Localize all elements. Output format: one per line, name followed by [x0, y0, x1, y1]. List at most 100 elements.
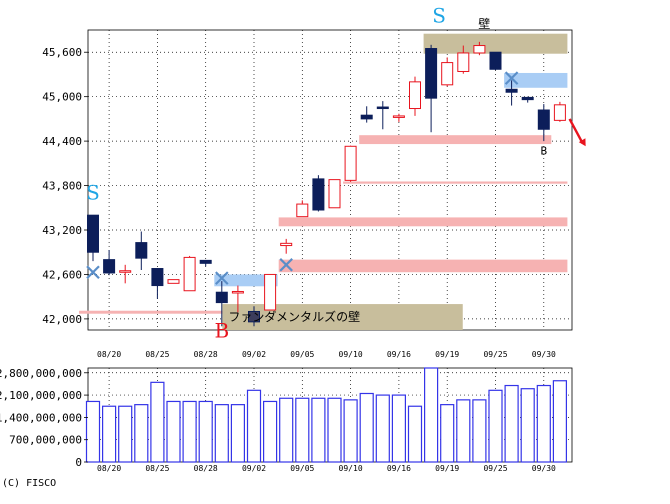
candle-up	[183, 256, 196, 292]
volume-y-tick-label: 2,800,000,000	[0, 367, 82, 380]
cross-marker	[215, 271, 229, 285]
volume-bar	[118, 405, 133, 463]
volume-bar	[295, 397, 310, 463]
volume-y-tick-label: 0	[75, 456, 82, 469]
price-x-tick-label: 08/20	[97, 350, 121, 359]
candle-down	[521, 96, 534, 101]
volume-bar	[166, 400, 181, 463]
candle-up	[328, 179, 341, 209]
price-x-tick-label: 09/05	[290, 350, 314, 359]
volume-bar	[311, 397, 326, 463]
cross-marker	[86, 265, 100, 280]
candlesticks	[87, 41, 566, 327]
volume-bar	[391, 394, 406, 463]
volume-x-tick-label: 09/10	[339, 464, 363, 473]
volume-bar	[230, 404, 245, 463]
candle-up	[296, 203, 309, 218]
cross-marker	[279, 258, 293, 272]
price-y-axis: 42,000 42,600 43,200 43,800 44,400 45,000 45,6…	[42, 46, 88, 326]
candle-down	[215, 291, 228, 304]
volume-bar	[246, 389, 262, 463]
volume-y-axis: 0 700,000,000 1,400,000,000 2,100,000,000 2,…	[0, 367, 88, 469]
price-x-tick-label: 09/25	[483, 350, 507, 359]
candle-up	[231, 290, 244, 294]
candle-up	[264, 273, 277, 311]
price-y-tick-label: 42,000	[42, 313, 82, 326]
zone-support	[278, 217, 568, 227]
price-y-tick-label: 45,600	[42, 46, 82, 59]
sell-signal-marker: S	[432, 4, 446, 28]
volume-bar	[279, 397, 294, 463]
volume-x-tick-label: 09/02	[242, 464, 266, 473]
price-x-tick-label: 09/10	[339, 350, 363, 359]
price-y-tick-label: 42,600	[42, 268, 82, 281]
volume-y-tick-label: 700,000,000	[9, 434, 82, 447]
candle-up	[167, 279, 180, 284]
zone-fundamental	[222, 304, 463, 330]
price-y-tick-label: 45,000	[42, 91, 82, 104]
price-y-tick-label: 43,200	[42, 224, 82, 237]
candle-down	[151, 268, 164, 287]
price-y-tick-label: 44,400	[42, 135, 82, 148]
price-zones	[79, 33, 568, 330]
candle-down	[248, 310, 260, 323]
zone-resistance	[214, 274, 278, 287]
volume-x-tick-label: 08/28	[194, 464, 218, 473]
zone-resistance	[423, 33, 568, 54]
sell-signal-marker: S	[86, 181, 100, 205]
candle-up	[473, 45, 486, 54]
zone-support	[359, 135, 552, 145]
volume-bar	[552, 380, 568, 463]
volume-bar	[440, 404, 455, 463]
candle-up	[441, 62, 454, 86]
volume-x-tick-label: 09/30	[532, 464, 556, 473]
price-x-tick-label: 08/25	[145, 350, 169, 359]
volume-bar	[263, 400, 278, 463]
price-x-tick-label: 09/19	[435, 350, 459, 359]
volume-bar	[198, 400, 213, 463]
annotation-label: 壁	[478, 16, 490, 31]
candle-down	[135, 242, 148, 259]
candle-down	[103, 259, 116, 274]
volume-bar	[327, 397, 342, 463]
candle-down	[489, 51, 502, 70]
volume-bar	[359, 392, 374, 463]
volume-x-tick-label: 09/19	[435, 464, 459, 473]
volume-x-tick-label: 09/16	[387, 464, 411, 473]
price-y-tick-label: 43,800	[42, 180, 82, 193]
zone-resistance	[504, 72, 568, 88]
volume-bar	[472, 399, 487, 463]
volume-x-tick-label: 08/20	[97, 464, 121, 473]
volume-bar	[134, 404, 149, 463]
price-x-axis: 08/20 08/25 08/28 09/02 09/05 09/10 09/16 09/19…	[97, 350, 556, 359]
volume-bar	[407, 405, 423, 463]
volume-y-tick-label: 1,400,000,000	[0, 411, 82, 424]
volume-bar	[536, 384, 551, 463]
annotation-label: ファンダメンタルズの壁	[228, 309, 360, 324]
candle-up	[553, 104, 566, 121]
candle-up	[457, 52, 470, 72]
candle-up	[119, 270, 132, 273]
volume-bar	[488, 389, 503, 463]
candle-down	[425, 48, 438, 99]
volume-bar	[85, 400, 101, 463]
volume-bar	[375, 394, 390, 463]
price-x-tick-label: 08/28	[194, 350, 218, 359]
volume-bar	[101, 405, 117, 463]
candle-down	[537, 109, 550, 130]
cross-marker	[504, 71, 519, 85]
volume-bar	[343, 399, 358, 463]
zone-support	[79, 310, 236, 314]
down-arrow-head	[578, 138, 586, 147]
price-x-tick-label: 09/02	[242, 350, 266, 359]
volume-bars	[85, 367, 568, 463]
volume-bar	[214, 404, 229, 463]
candle-down	[199, 259, 212, 264]
volume-x-axis: 08/20 08/25 08/28 09/02 09/05 09/10 09/16 09/19…	[97, 464, 556, 473]
price-x-tick-label: 09/30	[532, 350, 556, 359]
candle-up	[344, 145, 357, 181]
candle-down	[505, 88, 518, 93]
zone-support	[278, 259, 568, 273]
